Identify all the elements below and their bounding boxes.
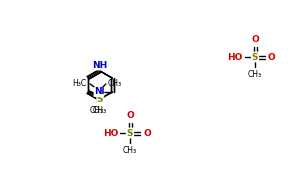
Text: S: S — [252, 52, 258, 61]
Text: S: S — [97, 94, 103, 103]
Text: CH₃: CH₃ — [90, 106, 104, 115]
Text: NH: NH — [92, 61, 108, 70]
Text: CH₃: CH₃ — [123, 146, 137, 155]
Text: H₃C: H₃C — [72, 79, 86, 88]
Text: O: O — [126, 111, 134, 120]
Text: O: O — [143, 128, 151, 138]
Text: CH₃: CH₃ — [248, 70, 262, 79]
Text: N: N — [94, 88, 102, 96]
Text: N: N — [96, 88, 104, 96]
Text: S: S — [127, 128, 133, 138]
Text: CH₃: CH₃ — [93, 106, 107, 115]
Text: O: O — [268, 52, 276, 61]
Text: CH₃: CH₃ — [108, 79, 122, 88]
Text: HO: HO — [228, 52, 243, 61]
Text: HO: HO — [103, 128, 118, 138]
Text: O: O — [251, 35, 259, 44]
